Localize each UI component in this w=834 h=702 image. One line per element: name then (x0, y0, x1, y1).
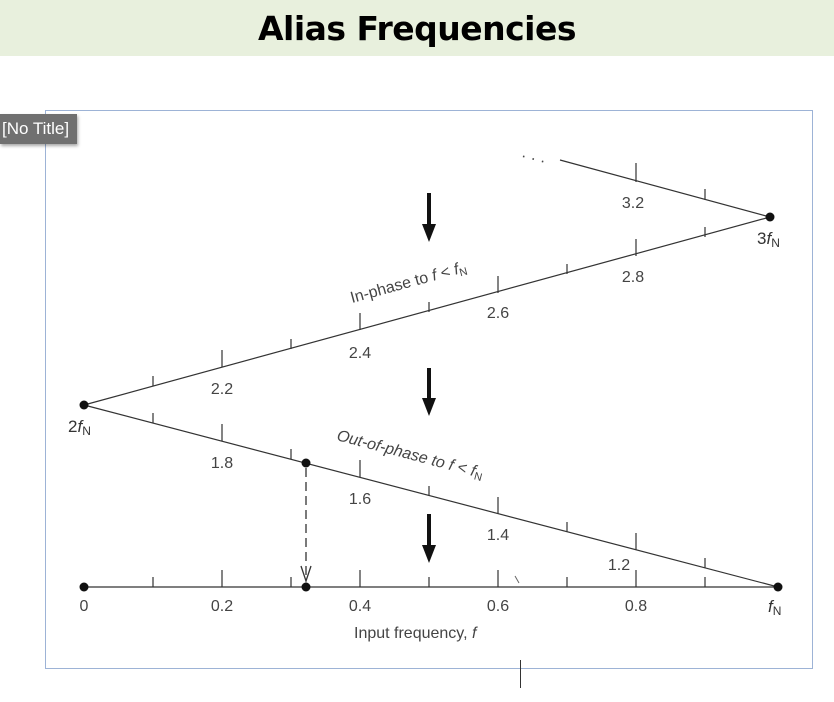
three-fN-dot (765, 212, 775, 222)
fN-label: fN (768, 597, 781, 618)
ascending-line (83, 216, 771, 406)
down-arrow-icon (422, 368, 436, 416)
x-tick-label: 0.8 (625, 598, 647, 615)
out-phase-lt: < (451, 458, 473, 479)
no-title-tag[interactable]: [No Title] (0, 114, 78, 144)
down-arrow-icon (422, 193, 436, 242)
desc-tick-label: 1.8 (211, 455, 233, 472)
asc-tick-label: 2.2 (211, 381, 233, 398)
descending-ticks (152, 413, 706, 568)
page-title: Alias Frequencies (257, 8, 577, 48)
dashed-projection (300, 468, 312, 584)
in-phase-lt: < (434, 262, 456, 283)
in-phase-f: f (430, 267, 440, 285)
asc-tick-label: 2.6 (487, 305, 509, 322)
two-fN-prefix: 2 (68, 417, 77, 436)
title-bar: Alias Frequencies (0, 0, 834, 56)
x-axis-label: Input frequency, (354, 625, 472, 642)
text-caret (520, 660, 521, 688)
fN-dot (773, 582, 783, 592)
three-fN-label: 3fN (757, 229, 780, 250)
sample-dot-upper (301, 458, 311, 468)
ellipsis-label: · · · (519, 147, 547, 170)
x-tick-label: 0.6 (487, 598, 509, 615)
out-phase-f2: f (469, 463, 479, 481)
two-fN-label: 2fN (68, 417, 91, 438)
in-phase-f2: f (452, 261, 462, 279)
two-fN-dot (79, 400, 89, 410)
top-line (559, 159, 771, 218)
top-ticks (635, 163, 706, 200)
sample-dot-axis (301, 582, 311, 592)
origin-dot (79, 582, 89, 592)
x-tick-label: 0.4 (349, 598, 371, 615)
two-fN-var: f (77, 417, 84, 436)
fN-var: f (768, 597, 775, 616)
asc-tick-label: 2.8 (622, 269, 644, 286)
out-phase-text: Out-of-phase to (335, 427, 451, 473)
in-phase-text: In-phase to (349, 268, 435, 307)
three-fN-prefix: 3 (757, 229, 766, 248)
x-axis-ticks (152, 570, 706, 587)
fN-sub: N (773, 604, 782, 618)
bold-arrows (422, 193, 436, 563)
desc-tick-label: 1.2 (608, 557, 630, 574)
stray-mark (514, 575, 520, 584)
desc-tick-label: 1.4 (487, 527, 509, 544)
out-phase-annotation: Out-of-phase to f < fN (334, 427, 485, 484)
desc-tick-label: 1.6 (349, 491, 371, 508)
out-phase-f: f (447, 457, 457, 475)
x-tick-label: 0 (80, 598, 89, 615)
out-phase-sub: N (473, 470, 484, 484)
three-fN-var: f (766, 229, 773, 248)
down-arrow-icon (422, 514, 436, 563)
descending-line (83, 404, 779, 588)
top-tick-label: 3.2 (622, 195, 644, 212)
in-phase-annotation: In-phase to f < fN (349, 259, 469, 309)
x-tick-label: 0.2 (211, 598, 233, 615)
diagram-frame (45, 110, 813, 669)
x-axis-title: Input frequency, f (354, 625, 478, 642)
two-fN-sub: N (82, 424, 91, 438)
in-phase-sub: N (458, 266, 469, 280)
x-axis-var: f (472, 625, 478, 642)
node-dots (79, 212, 783, 592)
asc-tick-label: 2.4 (349, 345, 371, 362)
three-fN-sub: N (771, 236, 780, 250)
ascending-ticks (152, 227, 706, 386)
